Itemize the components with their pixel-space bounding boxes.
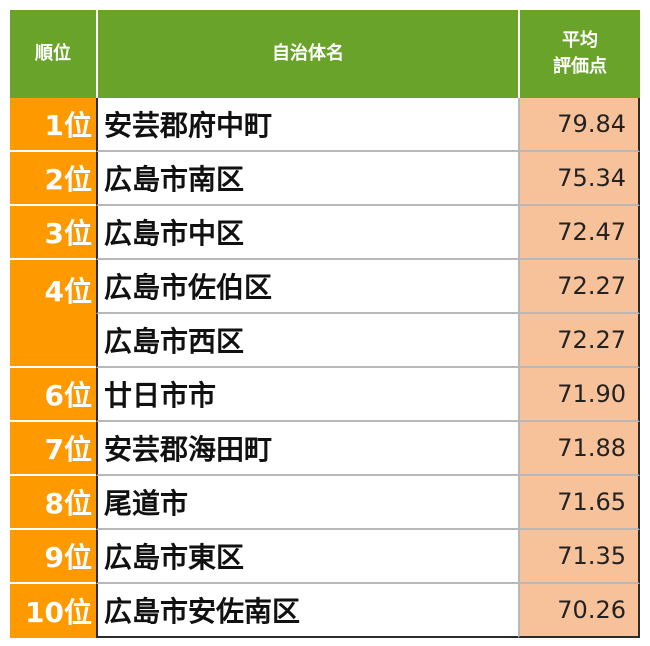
rank-cell: 7位 <box>10 422 96 476</box>
rank-cell: 3位 <box>10 206 96 260</box>
header-rank: 順位 <box>10 10 96 98</box>
score-cell: 72.47 <box>518 206 640 260</box>
score-cell: 71.88 <box>518 422 640 476</box>
municipality-cell: 広島市佐伯区 <box>96 260 518 314</box>
header-score-line1: 平均 <box>562 30 598 51</box>
score-cell: 72.27 <box>518 314 640 368</box>
municipality-cell: 安芸郡海田町 <box>96 422 518 476</box>
rank-cell: 10位 <box>10 584 96 638</box>
rank-cell: 1位 <box>10 98 96 152</box>
score-cell: 70.26 <box>518 584 640 638</box>
municipality-cell: 安芸郡府中町 <box>96 98 518 152</box>
rank-cell: 9位 <box>10 530 96 584</box>
score-cell: 75.34 <box>518 152 640 206</box>
municipality-cell: 広島市中区 <box>96 206 518 260</box>
municipality-cell: 広島市安佐南区 <box>96 584 518 638</box>
score-cell: 72.27 <box>518 260 640 314</box>
municipality-cell: 広島市東区 <box>96 530 518 584</box>
rank-cell: 2位 <box>10 152 96 206</box>
header-municipality: 自治体名 <box>96 10 518 98</box>
header-average-score: 平均 評価点 <box>518 10 640 98</box>
municipality-cell: 広島市西区 <box>96 314 518 368</box>
score-cell: 71.65 <box>518 476 640 530</box>
rank-cell: 8位 <box>10 476 96 530</box>
rank-cell-merged: 4位 <box>10 260 96 368</box>
rank-cell: 6位 <box>10 368 96 422</box>
municipality-cell: 広島市南区 <box>96 152 518 206</box>
header-score-line2: 評価点 <box>553 56 607 77</box>
score-cell: 71.90 <box>518 368 640 422</box>
score-cell: 79.84 <box>518 98 640 152</box>
municipality-cell: 尾道市 <box>96 476 518 530</box>
score-cell: 71.35 <box>518 530 640 584</box>
municipality-cell: 廿日市市 <box>96 368 518 422</box>
